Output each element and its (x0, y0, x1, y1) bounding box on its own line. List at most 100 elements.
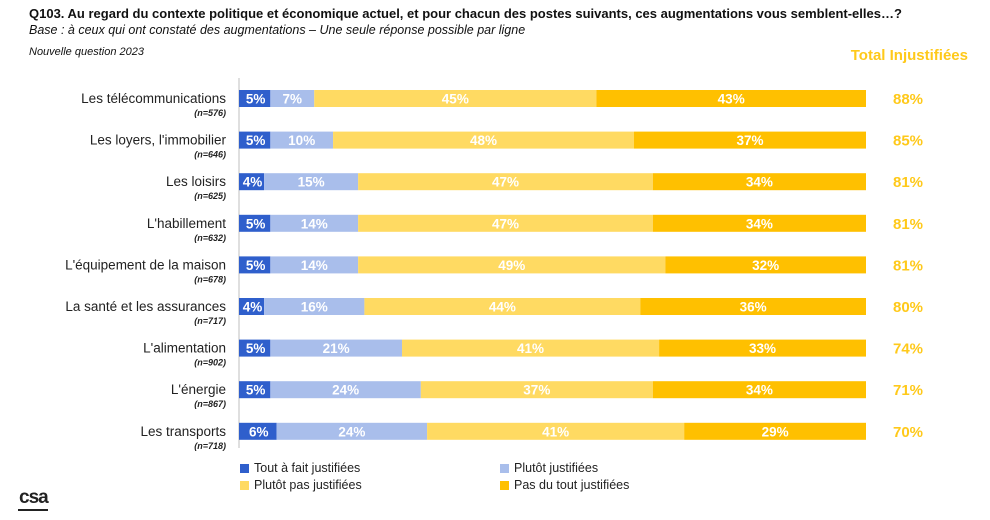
sample-size-label: (n=717) (194, 316, 226, 326)
bar-segment (652, 381, 866, 399)
bar-segment (239, 256, 271, 274)
data-label: 5% (246, 258, 266, 273)
data-label: 6% (249, 424, 269, 439)
stacked-bar-chart: Les télécommunications (n=576) 5% 7% 45% 43% 8… (65, 78, 923, 451)
bar-segment (270, 381, 421, 399)
data-label: 49% (498, 258, 525, 273)
bar-segment (239, 422, 277, 440)
total-value: 74% (893, 341, 923, 358)
question-title: Q103. Au regard du contexte politique et… (29, 6, 902, 21)
category-label: Les transports (140, 424, 226, 439)
data-label: 14% (301, 258, 328, 273)
bar-segment (420, 381, 653, 399)
legend-item-plutot: Plutôt justifiées (500, 461, 598, 475)
data-label: 47% (492, 175, 519, 190)
bar-segment (333, 131, 635, 149)
total-value: 85% (893, 133, 923, 150)
data-label: 16% (301, 300, 328, 315)
bar-segment (239, 214, 271, 232)
bar-segment (264, 298, 365, 315)
data-label: 4% (243, 300, 263, 315)
bar-segment (239, 131, 271, 149)
bar-segment (270, 339, 403, 357)
bar-segment (665, 256, 866, 274)
data-label: 33% (749, 341, 776, 356)
bar-segment (264, 173, 359, 191)
data-label: 7% (283, 92, 303, 107)
data-label: 5% (246, 133, 266, 148)
legend-label: Plutôt pas justifiées (254, 478, 362, 492)
bar-segment (239, 339, 271, 357)
bar-segment (640, 298, 866, 315)
bar-segment (239, 381, 271, 399)
bar-segment (239, 173, 265, 191)
data-label: 44% (489, 300, 516, 315)
sample-size-label: (n=678) (194, 274, 226, 284)
bar-segment (358, 173, 653, 191)
legend-swatch (500, 480, 509, 490)
total-value: 70% (893, 424, 923, 441)
legend-swatch (240, 480, 249, 490)
bar-segment (634, 131, 866, 149)
bar-segment (659, 339, 866, 357)
category-label: Les loyers, l'immobilier (90, 133, 227, 148)
total-value: 80% (893, 299, 923, 316)
data-label: 21% (323, 341, 350, 356)
csa-logo: csa (19, 487, 49, 508)
sample-size-label: (n=625) (194, 191, 226, 201)
data-label: 10% (288, 133, 315, 148)
category-label: La santé et les assurances (65, 299, 226, 314)
data-label: 14% (301, 216, 328, 231)
bar-segment (358, 214, 653, 232)
data-label: 34% (746, 175, 773, 190)
total-value: 81% (893, 257, 923, 274)
bar-segment (684, 422, 866, 440)
legend-item-pas-du-tout: Pas du tout justifiées (500, 478, 629, 492)
bar-segment (270, 214, 359, 232)
data-label: 48% (470, 133, 497, 148)
data-label: 41% (542, 424, 569, 439)
data-label: 29% (762, 424, 789, 439)
bar-segment (652, 173, 866, 191)
total-value: 81% (893, 216, 923, 233)
bar-segment (276, 422, 428, 440)
legend-label: Tout à fait justifiées (254, 461, 361, 475)
bar-segment (596, 90, 866, 107)
category-label: L'énergie (171, 382, 226, 397)
sample-size-label: (n=576) (194, 108, 226, 118)
bar-segment (239, 90, 271, 107)
question-base: Base : à ceux qui ont constaté des augme… (29, 23, 526, 37)
bar-segment (402, 339, 660, 357)
category-label: L'équipement de la maison (65, 257, 226, 272)
sample-size-label: (n=646) (194, 150, 226, 160)
data-label: 5% (246, 383, 266, 398)
data-label: 24% (338, 424, 365, 439)
logo-underline (18, 509, 48, 511)
data-label: 4% (243, 175, 263, 190)
sample-size-label: (n=632) (194, 233, 226, 243)
data-label: 36% (740, 300, 767, 315)
category-label: L'habillement (147, 216, 226, 231)
bar-segment (270, 131, 334, 149)
total-value: 71% (893, 382, 923, 399)
category-label: Les télécommunications (81, 91, 226, 106)
legend-label: Plutôt justifiées (514, 461, 599, 475)
data-label: 5% (246, 92, 266, 107)
legend-item-plutot-pas: Plutôt pas justifiées (240, 478, 362, 492)
total-value: 81% (893, 174, 923, 191)
data-label: 47% (492, 216, 519, 231)
data-label: 15% (298, 175, 325, 190)
bar-segment (358, 256, 666, 274)
bar-segment (239, 298, 265, 315)
data-label: 32% (752, 258, 779, 273)
question-note: Nouvelle question 2023 (29, 46, 144, 58)
data-label: 41% (517, 341, 544, 356)
data-label: 37% (736, 133, 763, 148)
bar-segment (364, 298, 641, 315)
legend-swatch (240, 463, 249, 473)
data-label: 34% (746, 383, 773, 398)
data-label: 37% (523, 383, 550, 398)
data-label: 5% (246, 341, 266, 356)
legend-item-tout-a-fait: Tout à fait justifiées (240, 461, 360, 475)
bar-segment (270, 90, 315, 107)
